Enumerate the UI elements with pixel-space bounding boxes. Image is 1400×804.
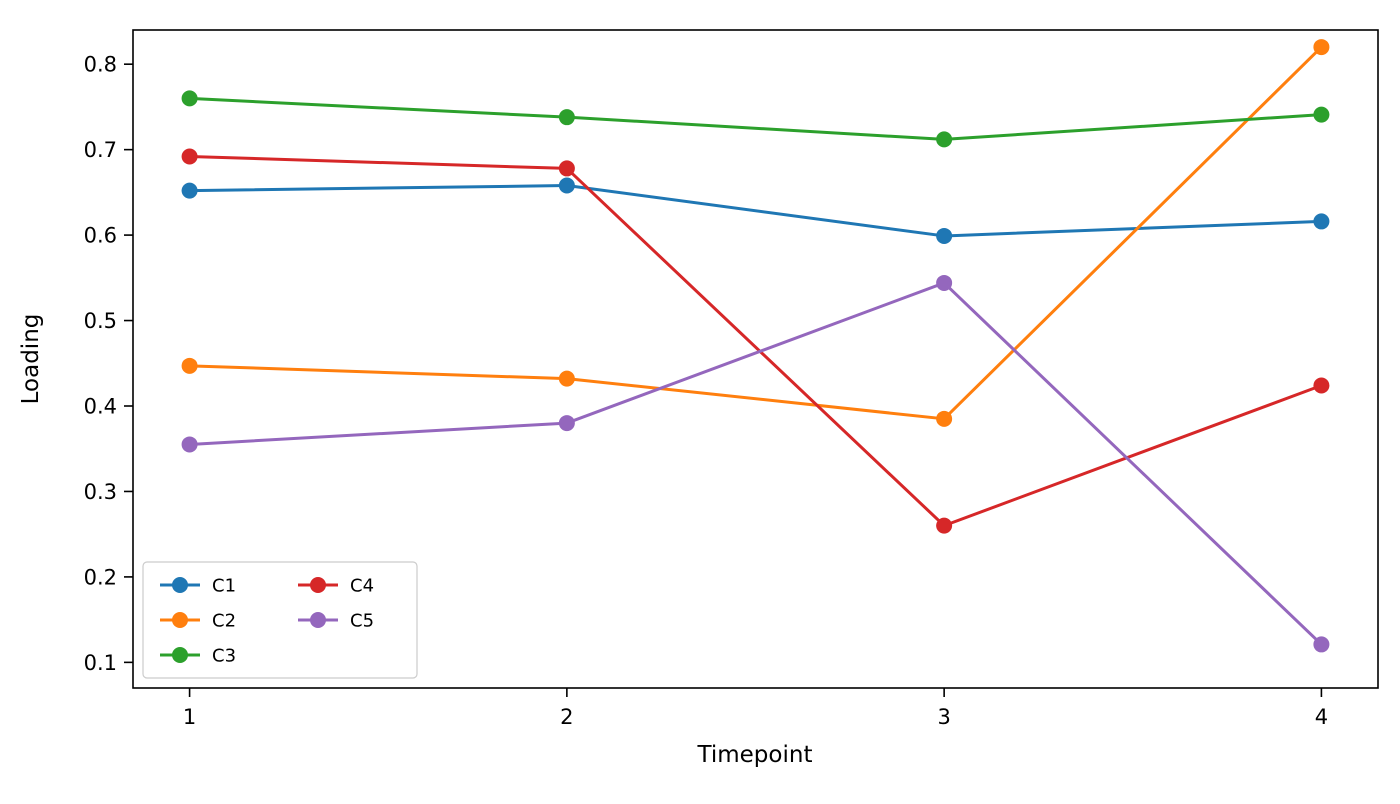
x-tick-label: 4 [1315,705,1328,729]
data-point-C4-t2 [558,160,575,177]
y-tick-label: 0.4 [84,395,117,419]
data-point-C3-t2 [558,109,575,126]
data-point-C4-t4 [1313,377,1330,394]
series-line-C1 [188,184,1323,238]
data-point-C2-t4 [1313,39,1330,56]
legend-label-C5: C5 [350,611,374,632]
data-point-C2-t3 [936,410,953,427]
legend-marker-C4 [310,577,326,593]
data-point-C4-t1 [181,148,198,165]
y-tick-label: 0.7 [84,138,117,162]
data-point-C1-t1 [181,182,198,199]
x-tick-label: 3 [937,705,950,729]
legend-marker-C2 [172,612,188,628]
legend-label-C4: C4 [350,576,374,597]
data-point-C1-t2 [558,177,575,194]
plot-border [132,29,1379,689]
series-line-C3 [188,96,1323,141]
y-axis-label: Loading [18,314,44,405]
y-tick-label: 0.1 [84,651,117,675]
data-point-C3-t3 [936,131,953,148]
data-point-C2-t1 [181,357,198,374]
data-point-C1-t3 [936,227,953,244]
legend-marker-C3 [172,647,188,663]
data-point-C3-t4 [1313,106,1330,123]
legend-label-C3: C3 [212,646,236,667]
legend-marker-C5 [310,612,326,628]
x-tick-label: 2 [560,705,573,729]
data-point-C5-t4 [1313,636,1330,653]
data-point-C3-t1 [181,90,198,107]
data-point-C5-t2 [558,415,575,432]
series-line-C5 [188,281,1323,646]
plot-area: 1 2 3 4 0.1 0.2 0.3 0.4 0.5 0.6 0.7 0.8 C1 C2 C3 C4 C5 [84,29,1379,729]
y-tick-label: 0.3 [84,480,117,504]
data-point-C1-t4 [1313,213,1330,230]
legend-label-C2: C2 [212,611,236,632]
legend-label-C1: C1 [212,576,236,597]
legend-marker-C1 [172,577,188,593]
y-tick-label: 0.6 [84,224,117,248]
series-line-C4 [188,154,1323,528]
series-line-C2 [188,45,1323,421]
data-point-C4-t3 [936,517,953,534]
x-axis-label: Timepoint [697,742,813,768]
y-tick-label: 0.2 [84,565,117,589]
y-tick-label: 0.8 [84,53,117,77]
data-point-C5-t1 [181,436,198,453]
legend-box [142,561,418,679]
y-tick-label: 0.5 [84,309,117,333]
data-point-C2-t2 [558,370,575,387]
data-point-C5-t3 [936,274,953,291]
x-tick-label: 1 [183,705,196,729]
